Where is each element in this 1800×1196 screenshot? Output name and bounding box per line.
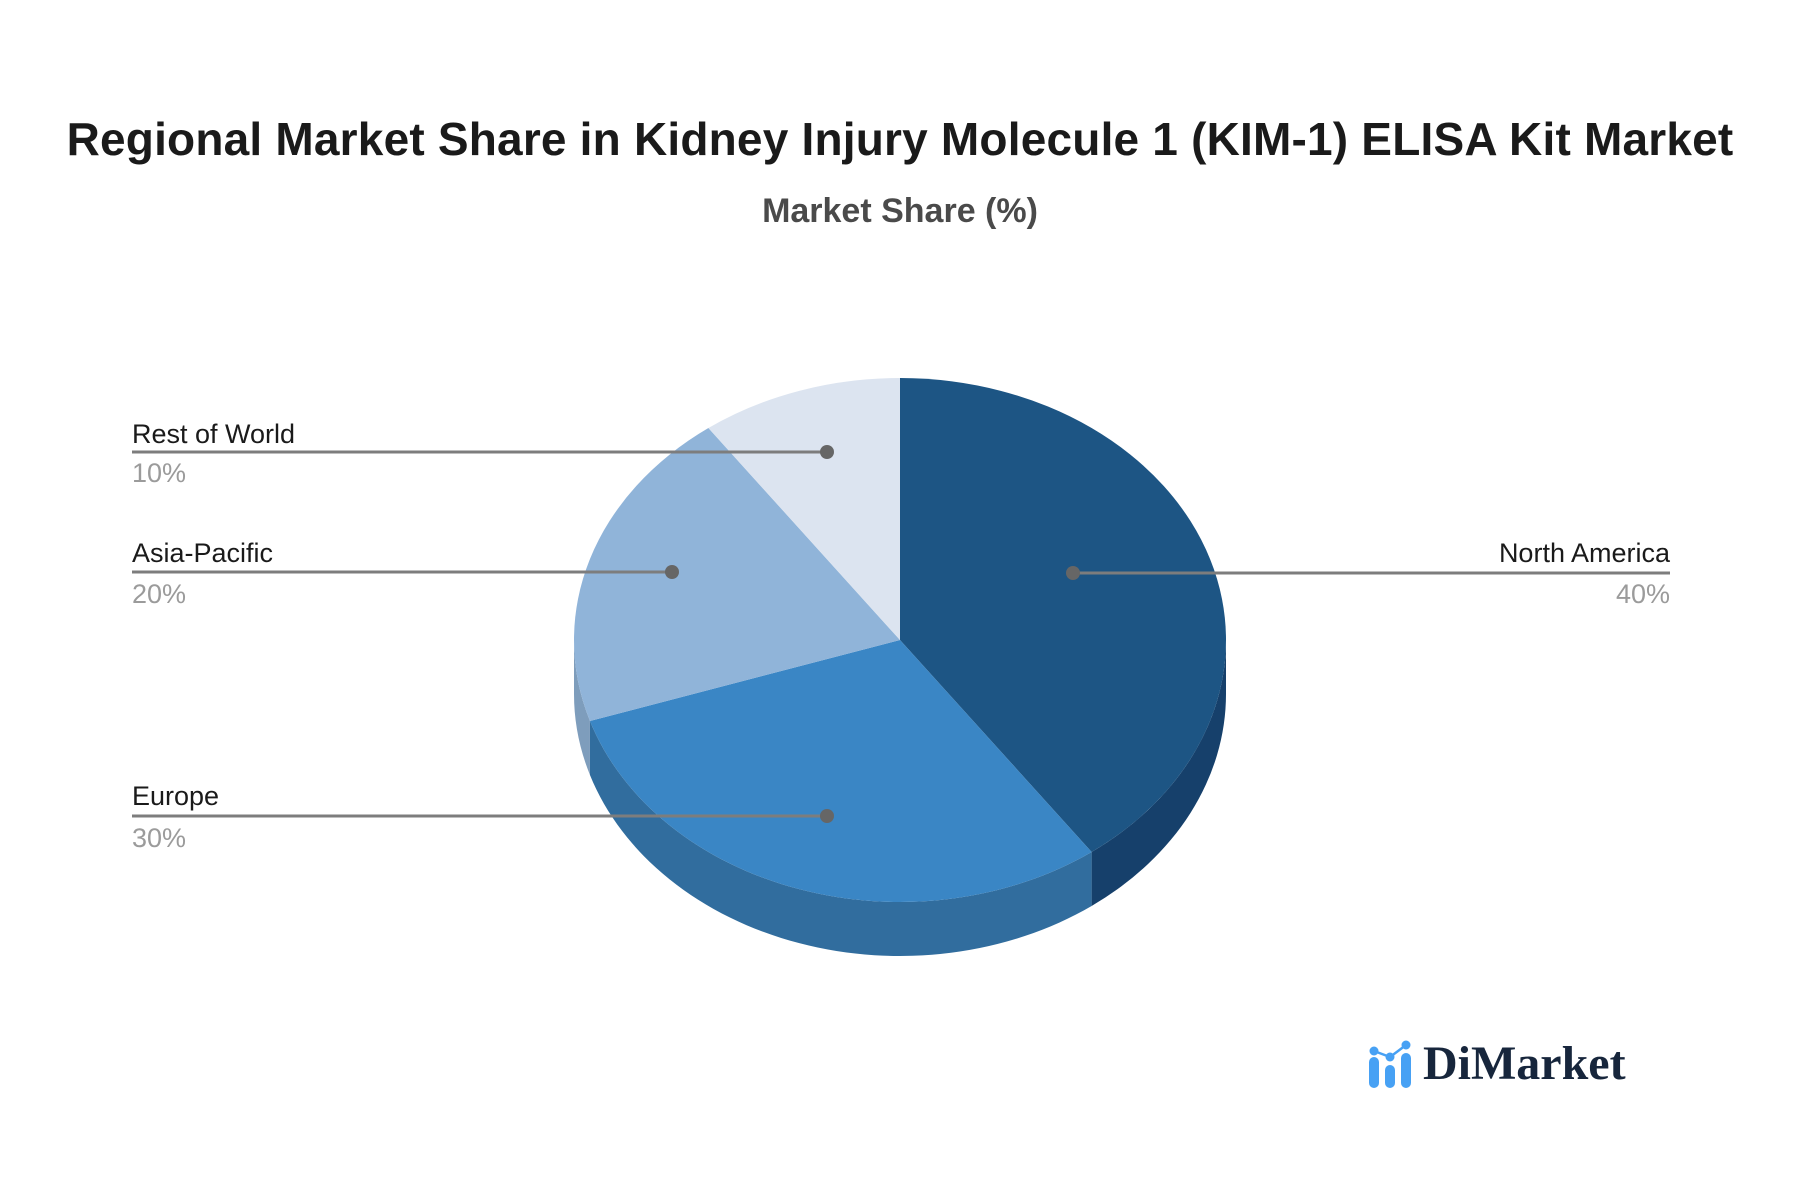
slice-label-europe: Europe: [132, 781, 220, 811]
logo-dot-1: [1369, 1046, 1379, 1056]
leader-dot-north-america: [1066, 566, 1080, 580]
slice-pct-north-america: 40%: [1615, 579, 1670, 609]
slice-pct-europe: 30%: [132, 823, 187, 853]
slice-label-rest-of-world: Rest of World: [132, 419, 296, 449]
pie-slice-rest-of-world[interactable]: [708, 378, 900, 640]
slice-label-north-america: North America: [1498, 538, 1670, 568]
logo-dot-3: [1401, 1040, 1411, 1050]
logo-dot-2: [1385, 1052, 1395, 1062]
slice-pct-asia-pacific: 20%: [132, 579, 187, 609]
logo-bar-2: [1385, 1065, 1395, 1088]
pie-slice-north-america[interactable]: [900, 378, 1227, 852]
leader-dot-rest-of-world: [820, 445, 834, 459]
chart-subtitle: Market Share (%): [762, 192, 1038, 230]
slice-label-asia-pacific: Asia-Pacific: [132, 538, 274, 568]
dimarket-logo: DiMarket: [1367, 1038, 1626, 1090]
chart-title: Regional Market Share in Kidney Injury M…: [66, 113, 1734, 165]
logo-bar-1: [1369, 1057, 1379, 1088]
pie-slice-asia-pacific[interactable]: [573, 428, 900, 721]
slice-pct-rest-of-world: 10%: [132, 458, 187, 488]
bar-chart-with-trend-dots-icon: [1369, 1040, 1411, 1088]
leader-dot-asia-pacific: [665, 565, 679, 579]
logo-wordmark: DiMarket: [1423, 1037, 1626, 1090]
pie-slice-side-asia-pacific: [574, 640, 590, 775]
logo-bar-3: [1401, 1053, 1411, 1088]
pie-slice-side-europe: [589, 720, 1092, 956]
pie-slice-side-north-america: [1091, 640, 1226, 906]
leader-dot-europe: [820, 809, 834, 823]
pie-slice-europe[interactable]: [589, 640, 1092, 902]
